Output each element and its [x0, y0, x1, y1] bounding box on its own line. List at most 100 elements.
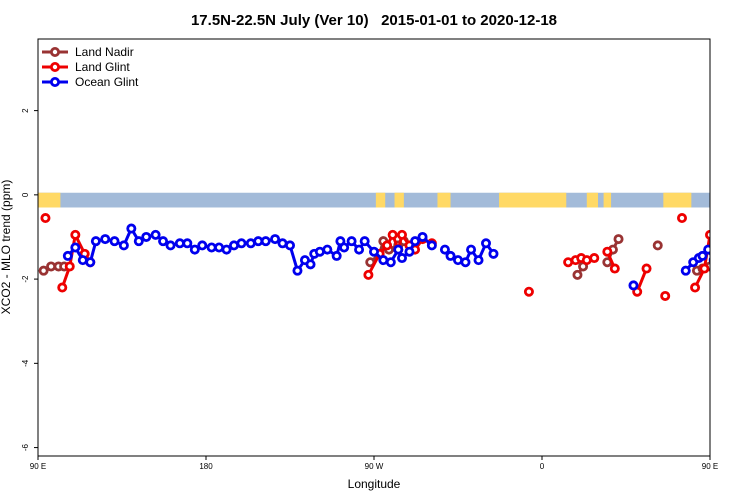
y-axis: -6 -4 -2 0 2: [21, 108, 38, 451]
series-0-point-10: [572, 269, 583, 280]
series-2-point-25: [260, 236, 271, 247]
land-band-7: [663, 192, 692, 208]
series-2-point-5: [100, 234, 111, 245]
legend-label-1: Land Glint: [75, 60, 130, 74]
series-1: [40, 213, 710, 301]
series-2-point-63: [703, 244, 710, 255]
series-2-point-34: [322, 244, 333, 255]
series-2-point-10: [141, 231, 152, 242]
land-band-3: [437, 192, 451, 208]
series-2-point-48: [417, 231, 428, 242]
series-2-point-57: [488, 248, 499, 259]
series-1-point-8: [382, 240, 393, 251]
series-2-point-47: [410, 236, 421, 247]
series-2-point-56: [480, 238, 491, 249]
series-2-point-6: [109, 236, 120, 247]
series-1-point-29: [699, 263, 710, 274]
series-1-point-27: [677, 213, 688, 224]
land-band-5: [586, 192, 598, 208]
series-1-point-21: [589, 253, 600, 264]
series-2-point-41: [368, 246, 379, 257]
y-tick-label-2: -2: [21, 275, 30, 283]
series-2-point-51: [445, 250, 456, 261]
series-2-point-49: [426, 240, 437, 251]
series-2-point-39: [354, 244, 365, 255]
series-2-point-67: [734, 238, 741, 245]
series-2-point-4: [90, 236, 101, 247]
y-tick-label-3: 0: [21, 192, 30, 197]
series-0-point-14: [613, 234, 624, 245]
series-2-point-16: [189, 244, 200, 255]
land-band-6: [603, 192, 612, 208]
series-1-point-16: [523, 286, 534, 297]
series-1-point-11: [396, 229, 407, 240]
series-1-point-9: [387, 229, 398, 240]
series-1-point-1: [57, 282, 68, 293]
series-2-point-58: [628, 280, 639, 291]
series-1-point-23: [609, 263, 620, 274]
series-0-point-0: [38, 265, 49, 276]
series-0-point-15: [652, 240, 663, 251]
series-2-point-46: [404, 246, 415, 257]
series-2-point-35: [331, 250, 342, 261]
series-0-point-19: [712, 263, 719, 270]
map-band: [38, 192, 710, 208]
series-2-point-53: [460, 257, 471, 268]
series-2-point-37: [339, 242, 350, 253]
series-2-point-20: [221, 244, 232, 255]
x-tick-label-0: 90 E: [30, 462, 46, 471]
x-axis-label: Longitude: [348, 477, 401, 491]
y-tick-label-0: -6: [21, 443, 30, 451]
series-2-point-0: [62, 250, 73, 261]
series-2-point-54: [466, 244, 477, 255]
series-2-point-55: [473, 255, 484, 266]
y-axis-label: XCO2 - MLO trend (ppm): [0, 180, 13, 315]
series-2-point-11: [150, 229, 161, 240]
land-band-4: [499, 192, 567, 208]
series-1-point-3: [70, 229, 81, 240]
x-tick-label-3: 0: [540, 462, 545, 471]
series-2-point-44: [393, 244, 404, 255]
y-tick-label-4: 2: [21, 108, 30, 113]
series-2-point-66: [727, 238, 734, 245]
series-2-point-43: [385, 257, 396, 268]
land-band-2: [394, 192, 404, 208]
series-2-point-3: [85, 257, 96, 268]
legend-label-0: Land Nadir: [75, 45, 134, 59]
series-1-point-6: [363, 269, 374, 280]
series-1-point-28: [690, 282, 701, 293]
series-2-point-68: [742, 240, 749, 247]
series-2-point-12: [158, 236, 169, 247]
chart-title: 17.5N-22.5N July (Ver 10) 2015-01-01 to …: [191, 12, 557, 29]
series-2-point-50: [439, 244, 450, 255]
legend-marker-1: [50, 62, 61, 73]
series-2-point-7: [118, 240, 129, 251]
series-2-point-29: [292, 265, 303, 276]
series-2-point-62: [697, 250, 708, 261]
legend-marker-2: [50, 77, 61, 88]
series-2-point-31: [305, 259, 316, 270]
series-1-point-30: [705, 229, 710, 240]
series-2-point-17: [197, 240, 208, 251]
series-2-point-15: [182, 238, 193, 249]
series-2-point-38: [346, 236, 357, 247]
series-2-point-9: [133, 236, 144, 247]
series-2-point-40: [359, 236, 370, 247]
y-tick-label-1: -4: [21, 359, 30, 367]
series-1-point-26: [660, 290, 671, 301]
series-layer: [38, 213, 749, 301]
legend-label-2: Ocean Glint: [75, 75, 139, 89]
x-tick-label-2: 90 W: [365, 462, 384, 471]
series-2-point-8: [126, 223, 137, 234]
legend-marker-0: [50, 47, 61, 58]
series-2-point-1: [70, 242, 81, 253]
series-2-point-22: [236, 238, 247, 249]
series-2-point-65: [718, 259, 725, 266]
land-band-0: [38, 192, 61, 208]
land-band-1: [375, 192, 386, 208]
series-2-point-45: [396, 253, 407, 264]
series-1-point-0: [40, 213, 51, 224]
